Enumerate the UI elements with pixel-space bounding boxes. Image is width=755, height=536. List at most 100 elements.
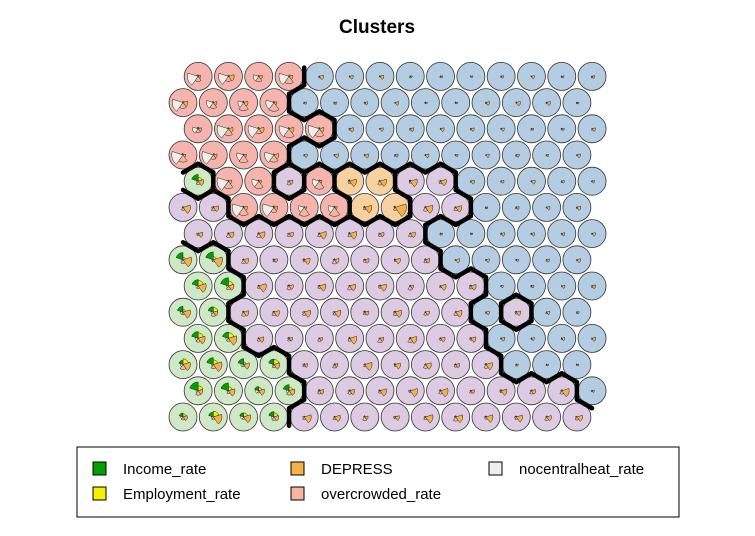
unit-segment-overcrowded_rate [469,390,473,394]
unit-segment-DEPRESS [485,414,494,423]
cluster-boundary-segment [286,397,307,411]
unit-segment-DEPRESS [576,101,580,105]
unit-segment-nocentralheat_rate [439,75,441,78]
unit-segment-nocentralheat_rate [317,390,320,393]
unit-segment-nocentralheat_rate [242,311,245,314]
som-unit [456,62,486,91]
som-unit [320,350,349,380]
unit-segment-DEPRESS [394,153,399,158]
som-unit [486,376,516,406]
som-unit [486,114,516,144]
unit-segment-DEPRESS [303,309,311,318]
unit-segment-nocentralheat_rate [439,285,441,288]
unit-segment-nocentralheat_rate [332,311,335,314]
som-unit [547,323,577,353]
unit-segment-overcrowded_rate [407,233,413,238]
unit-segment-overcrowded_rate [317,390,322,395]
unit-segment-DEPRESS [379,232,385,238]
som-unit [259,192,289,222]
som-unit [532,192,561,222]
cluster-boundary-segment [453,213,474,228]
unit-segment-overcrowded_rate [298,206,310,217]
unit-segment-DEPRESS [561,284,566,289]
unit-segment-DEPRESS [379,388,387,397]
unit-segment-overcrowded_rate [302,416,307,420]
cluster-boundary-segment [271,161,292,175]
unit-segment-overcrowded_rate [272,259,276,263]
som-unit [335,62,365,91]
unit-segment-overcrowded_rate [484,206,488,210]
unit-segment-DEPRESS [470,284,477,291]
unit-segment-overcrowded_rate [211,259,215,263]
som-unit [532,402,561,432]
unit-segment-overcrowded_rate [590,75,594,79]
unit-segment-overcrowded_rate [362,311,367,315]
unit-segment-DEPRESS [485,362,493,371]
unit-segment-DEPRESS [334,414,341,423]
unit-segment-overcrowded_rate [195,180,201,185]
som-unit [335,114,365,144]
unit-segment-nocentralheat_rate [394,154,396,156]
unit-segment-overcrowded_rate [363,364,367,368]
unit-segment-overcrowded_rate [484,102,488,105]
unit-segment-nocentralheat_rate [439,337,441,340]
unit-segment-overcrowded_rate [529,390,534,395]
unit-segment-nocentralheat_rate [317,285,320,288]
unit-segment-nocentralheat_rate [484,206,487,209]
som-unit [335,166,365,196]
unit-segment-nocentralheat_rate [378,337,381,340]
unit-segment-nocentralheat_rate [264,151,275,163]
unit-segment-nocentralheat_rate [272,311,275,314]
unit-segment-overcrowded_rate [332,311,337,316]
unit-segment-nocentralheat_rate [393,206,396,209]
som-unit [426,376,455,406]
unit-segment-nocentralheat_rate [378,232,381,236]
unit-segment-nocentralheat_rate [424,311,426,314]
som-unit [274,323,304,353]
unit-segment-DEPRESS [303,153,308,158]
unit-segment-nocentralheat_rate [195,337,199,342]
unit-segment-nocentralheat_rate [424,102,426,104]
som-unit [168,140,198,170]
unit-segment-nocentralheat_rate [575,102,578,104]
unit-segment-overcrowded_rate [240,311,247,317]
unit-segment-Income_rate [178,412,184,418]
unit-segment-overcrowded_rate [317,233,322,238]
som-unit [320,140,349,170]
unit-segment-overcrowded_rate [454,102,457,105]
unit-segment-overcrowded_rate [439,233,442,236]
unit-segment-nocentralheat_rate [318,75,320,78]
unit-segment-DEPRESS [288,231,294,238]
som-unit [350,88,380,117]
unit-segment-DEPRESS [485,101,490,106]
unit-segment-overcrowded_rate [575,311,579,314]
unit-segment-DEPRESS [591,232,596,237]
unit-segment-nocentralheat_rate [530,180,532,183]
unit-segment-nocentralheat_rate [180,258,184,262]
cluster-boundary-segment [180,240,201,254]
unit-segment-nocentralheat_rate [576,206,578,209]
unit-segment-nocentralheat_rate [560,390,563,393]
unit-segment-DEPRESS [500,75,504,79]
unit-segment-overcrowded_rate [363,102,367,105]
som-unit [274,62,304,91]
som-unit [365,62,395,91]
unit-segment-DEPRESS [531,284,535,289]
unit-segment-nocentralheat_rate [454,206,457,209]
cluster-boundary-segment [241,344,261,359]
som-unit [320,402,349,432]
unit-segment-nocentralheat_rate [195,284,199,289]
unit-segment-nocentralheat_rate [393,311,396,314]
unit-segment-overcrowded_rate [268,102,280,112]
unit-segment-overcrowded_rate [560,128,563,131]
som-unit [562,350,592,380]
unit-segment-nocentralheat_rate [408,389,411,393]
som-unit [168,402,198,432]
som-unit [577,114,607,144]
unit-segment-nocentralheat_rate [287,337,290,340]
unit-segment-overcrowded_rate [408,75,412,79]
unit-segment-DEPRESS [394,203,407,217]
unit-segment-nocentralheat_rate [393,364,396,366]
som-unit [274,114,304,144]
unit-segment-DEPRESS [243,310,249,317]
